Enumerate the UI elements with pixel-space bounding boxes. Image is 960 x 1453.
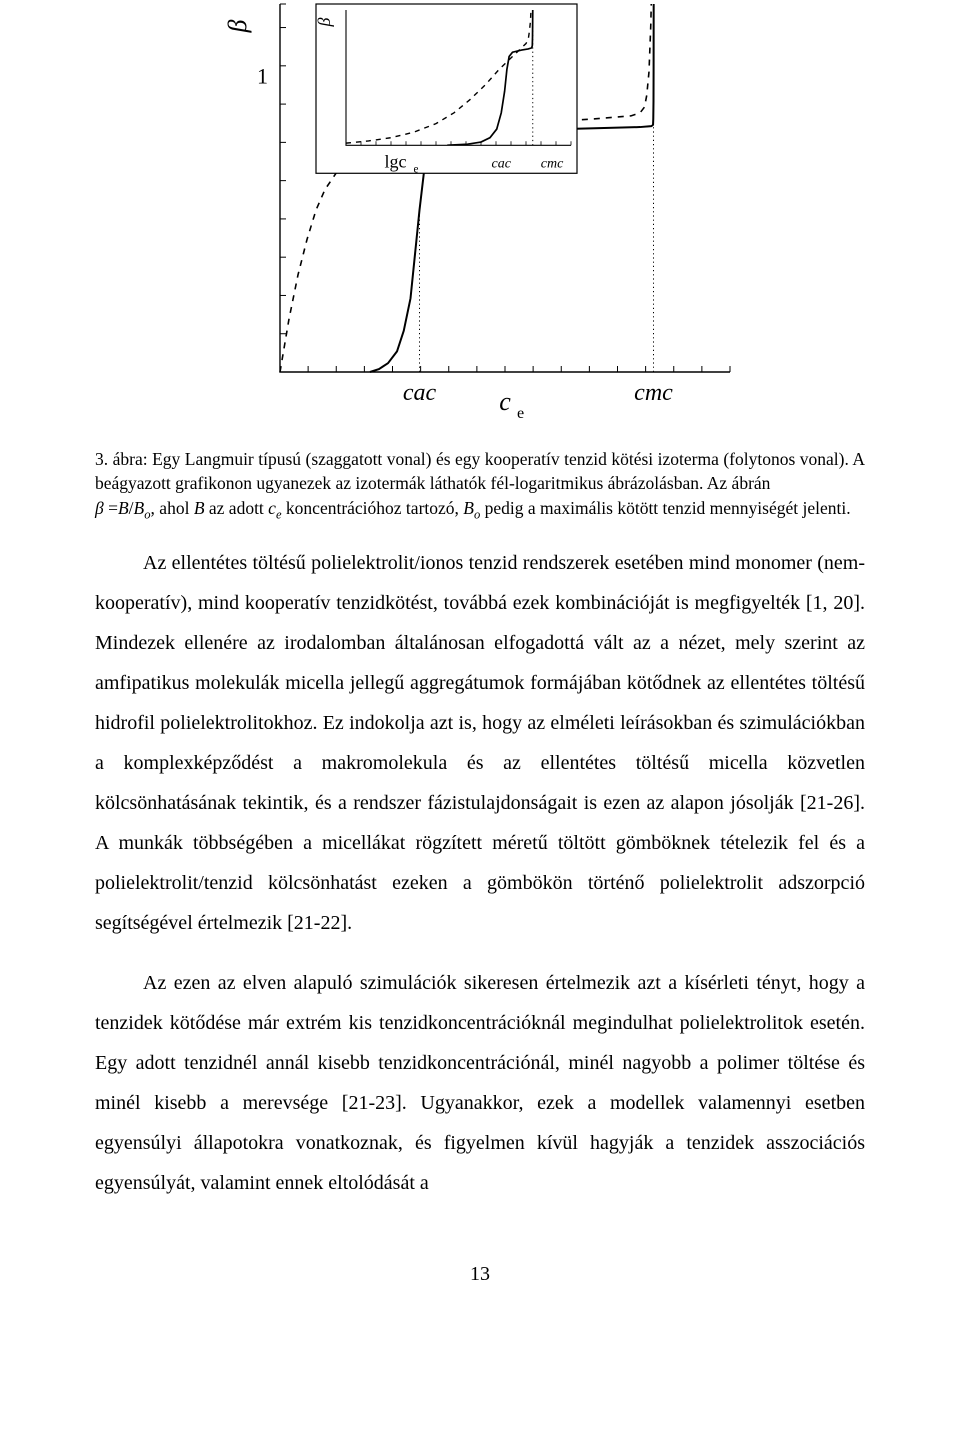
page-number: 13 [95,1263,865,1286]
svg-text:β: β [314,17,334,27]
svg-text:1: 1 [257,64,268,89]
svg-text:cac: cac [492,156,512,171]
svg-text:lgc: lgc [385,151,407,171]
isotherm-chart: 1βcecaccmcβlgcecaccmc [220,0,740,430]
svg-text:β: β [223,19,252,33]
caption-number: 3. ábra: [95,449,148,469]
caption-text: Egy Langmuir típusú (szaggatott vonal) é… [95,449,865,493]
svg-text:cac: cac [403,380,437,406]
caption-formula-line: β =B/Bo, ahol B az adott ce koncentráció… [95,497,865,521]
svg-text:e: e [517,405,524,422]
svg-text:c: c [499,387,511,416]
svg-text:cmc: cmc [634,380,673,406]
body-paragraph: Az ellentétes töltésű polielektrolit/ion… [95,543,865,943]
figure-container: 1βcecaccmcβlgcecaccmc [95,0,865,430]
svg-text:cmc: cmc [541,156,564,171]
body-paragraph: Az ezen az elven alapuló szimulációk sik… [95,963,865,1203]
svg-text:e: e [414,163,419,175]
figure-caption: 3. ábra: Egy Langmuir típusú (szaggatott… [95,448,865,521]
